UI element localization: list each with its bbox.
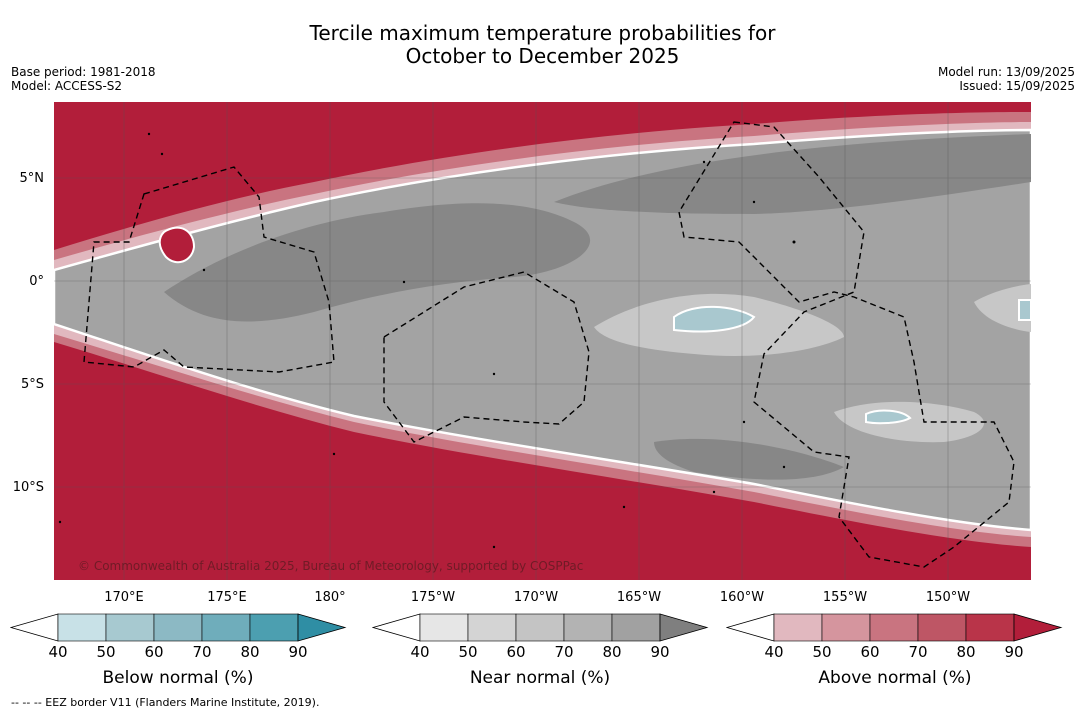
colorbar-above-segment xyxy=(773,613,823,642)
colorbar-near-tick-label: 60 xyxy=(506,643,525,660)
colorbar-below-tick-label: 70 xyxy=(192,643,211,660)
colorbar-near: 40 50 60 70 80 90 xyxy=(371,612,712,664)
colorbar-above-lower-extend xyxy=(725,613,775,642)
colorbar-below-tick-label: 90 xyxy=(288,643,307,660)
colorbar-above-title: Above normal (%) xyxy=(818,668,972,688)
colorbar-above-segment xyxy=(917,613,967,642)
colorbar-near-segment xyxy=(419,613,469,642)
colorbar-below-segment xyxy=(57,613,107,642)
colorbar-near-svg: 40 50 60 70 80 90 xyxy=(371,613,709,661)
colorbar-below-tick-label: 60 xyxy=(144,643,163,660)
colorbar-near-upper-extend xyxy=(659,613,709,642)
colorbar-below-svg: 40 50 60 70 80 90 xyxy=(9,613,347,661)
colorbar-below: 40 50 60 70 80 90 xyxy=(9,612,350,664)
colorbar-below-upper-extend xyxy=(297,613,347,642)
lat-label-10s: 10°S xyxy=(12,480,44,495)
colorbar-near-lower-extend xyxy=(371,613,421,642)
lon-label-155w: 155°W xyxy=(822,590,868,605)
near-dark-west xyxy=(164,203,591,322)
lon-label-160w: 160°W xyxy=(719,590,765,605)
lat-label-5n: 5°N xyxy=(19,171,45,186)
colorbar-above-tick-label: 40 xyxy=(764,643,783,660)
colorbar-near-segment xyxy=(611,613,661,642)
map-canvas xyxy=(54,102,1031,580)
lon-label-170w: 170°W xyxy=(513,590,559,605)
above-normal-spot xyxy=(158,226,196,264)
map-title: Tercile maximum temperature probabilitie… xyxy=(0,22,1085,68)
colorbar-near-tick-label: 90 xyxy=(650,643,669,660)
colorbar-near-segment xyxy=(563,613,613,642)
map-title-line2: October to December 2025 xyxy=(405,44,680,68)
colorbar-near-tick-label: 80 xyxy=(602,643,621,660)
near-dark-south xyxy=(654,438,844,480)
colorbar-below-title: Below normal (%) xyxy=(102,668,254,688)
colorbar-above-tick-label: 60 xyxy=(860,643,879,660)
lat-label-5s: 5°S xyxy=(20,377,44,392)
eez-borders xyxy=(83,121,1015,568)
colorbar-near-segment xyxy=(467,613,517,642)
colorbar-below-segment xyxy=(249,613,299,642)
lon-label-175e: 175°E xyxy=(207,590,247,605)
lon-label-170e: 170°E xyxy=(104,590,144,605)
meta-left: Base period: 1981-2018 Model: ACCESS-S2 xyxy=(11,65,156,93)
colorbar-near-title: Near normal (%) xyxy=(469,668,611,688)
colorbar-near-segment xyxy=(515,613,565,642)
below-normal-patch-south xyxy=(865,409,912,425)
eez-footnote: -- -- -- EEZ border V11 (Flanders Marine… xyxy=(11,696,320,709)
colorbar-below-tick-label: 40 xyxy=(48,643,67,660)
near-dark-north xyxy=(554,134,1031,214)
colorbar-below-lower-extend xyxy=(9,613,59,642)
colorbar-below-tick-label: 50 xyxy=(96,643,115,660)
colorbar-below-segment xyxy=(105,613,155,642)
issued-text: Issued: 15/09/2025 xyxy=(959,79,1075,93)
model-text: Model: ACCESS-S2 xyxy=(11,79,123,93)
model-run-text: Model run: 13/09/2025 xyxy=(937,65,1075,79)
colorbar-above: 40 50 60 70 80 90 xyxy=(725,612,1066,664)
graticule xyxy=(54,102,1031,580)
colorbar-near-tick-label: 70 xyxy=(554,643,573,660)
colorbar-above-tick-label: 80 xyxy=(956,643,975,660)
colorbar-near-tick-label: 50 xyxy=(458,643,477,660)
copyright-credit: © Commonwealth of Australia 2025, Bureau… xyxy=(78,559,584,573)
colorbar-above-tick-label: 70 xyxy=(908,643,927,660)
below-normal-patch-east xyxy=(1018,299,1031,321)
below-normal-patch-center xyxy=(673,305,756,333)
base-period-text: Base period: 1981-2018 xyxy=(11,65,156,79)
colorbar-below-segment xyxy=(153,613,203,642)
colorbar-above-segment xyxy=(869,613,919,642)
lon-label-165w: 165°W xyxy=(616,590,662,605)
colorbar-above-svg: 40 50 60 70 80 90 xyxy=(725,613,1063,661)
colorbar-above-segment xyxy=(821,613,871,642)
colorbar-above-segment xyxy=(965,613,1015,642)
islands xyxy=(58,132,796,549)
lon-label-150w: 150°W xyxy=(925,590,971,605)
lon-label-175w: 175°W xyxy=(410,590,456,605)
lat-label-0: 0° xyxy=(29,274,44,289)
colorbar-above-upper-extend xyxy=(1013,613,1063,642)
colorbar-below-tick-label: 80 xyxy=(240,643,259,660)
near-light-east xyxy=(974,284,1031,332)
map-panel: © Commonwealth of Australia 2025, Bureau… xyxy=(54,102,1031,580)
meta-right: Model run: 13/09/2025 Issued: 15/09/2025 xyxy=(938,65,1075,93)
colorbar-below-segment xyxy=(201,613,251,642)
colorbar-above-tick-label: 50 xyxy=(812,643,831,660)
colorbar-above-tick-label: 90 xyxy=(1004,643,1023,660)
lon-label-180: 180° xyxy=(314,590,346,605)
map-title-line1: Tercile maximum temperature probabilitie… xyxy=(309,21,776,45)
colorbar-near-tick-label: 40 xyxy=(410,643,429,660)
